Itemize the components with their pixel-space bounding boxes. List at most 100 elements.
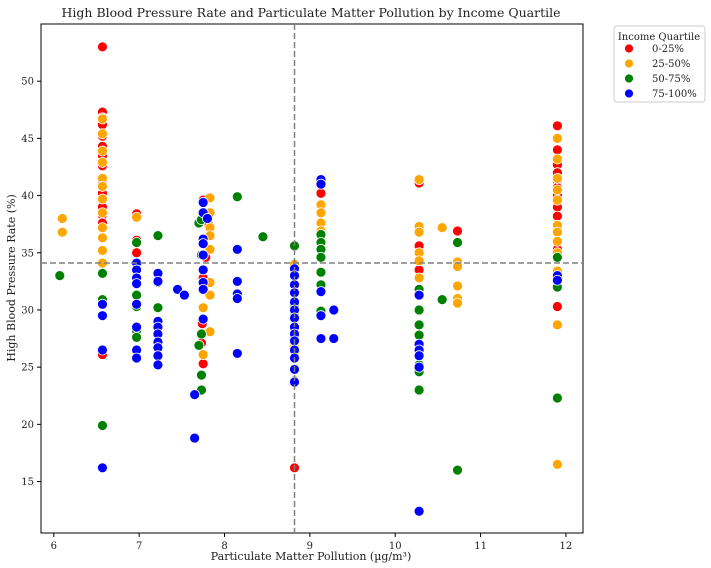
- data-point: [315, 251, 327, 263]
- data-point: [97, 420, 108, 431]
- data-point: [551, 184, 563, 196]
- data-point: [315, 187, 327, 199]
- data-point: [97, 222, 108, 234]
- legend: Income Quartile 0-25% 25-50% 50-75% 75-100%: [613, 25, 706, 103]
- y-tick-label: 35: [21, 248, 34, 259]
- data-point: [152, 230, 164, 242]
- data-point: [551, 153, 563, 165]
- data-point: [231, 191, 243, 203]
- data-point: [452, 280, 463, 292]
- data-point: [231, 275, 243, 287]
- y-tick-label: 50: [21, 77, 34, 88]
- series-0-25%: [97, 41, 563, 474]
- data-point: [551, 235, 563, 247]
- data-point: [551, 194, 563, 206]
- y-tick-label: 20: [21, 420, 34, 431]
- data-point: [231, 348, 243, 359]
- data-point: [551, 173, 563, 184]
- data-point: [257, 231, 269, 243]
- data-point: [97, 193, 108, 205]
- plot-frame: [40, 23, 584, 534]
- data-point: [551, 210, 563, 222]
- data-point: [56, 226, 68, 238]
- data-point: [413, 304, 425, 316]
- legend-marker: [624, 73, 634, 84]
- data-point: [197, 349, 209, 360]
- data-point: [413, 350, 425, 362]
- data-point: [202, 213, 213, 224]
- data-point: [413, 226, 425, 238]
- plot-area: [40, 23, 584, 534]
- data-point: [97, 128, 108, 140]
- data-point: [152, 302, 164, 314]
- y-axis-label: High Blood Pressure Rate (%): [5, 194, 18, 361]
- series-75-100%: [97, 174, 563, 517]
- data-point: [328, 304, 340, 316]
- data-point: [97, 113, 108, 125]
- x-tick-label: 6: [51, 541, 57, 552]
- data-point: [413, 384, 425, 396]
- data-point: [436, 294, 448, 306]
- data-point: [197, 313, 209, 325]
- data-point: [97, 181, 108, 192]
- data-point: [551, 301, 563, 312]
- data-point: [315, 333, 327, 344]
- data-point: [152, 359, 164, 371]
- y-tick-label: 25: [21, 363, 34, 374]
- data-point: [551, 132, 563, 144]
- data-point: [197, 238, 209, 250]
- legend-marker: [624, 43, 634, 54]
- data-point: [197, 283, 209, 295]
- x-tick-label: 12: [560, 541, 573, 552]
- series-50-75%: [54, 191, 563, 476]
- legend-label: 75-100%: [652, 89, 697, 100]
- data-point: [197, 249, 209, 261]
- data-point: [413, 329, 425, 341]
- data-point: [131, 237, 142, 248]
- data-point: [413, 174, 425, 185]
- data-point: [131, 211, 142, 223]
- data-point: [56, 213, 68, 224]
- data-point: [315, 286, 327, 298]
- data-point: [551, 226, 563, 238]
- x-tick-label: 10: [389, 541, 402, 552]
- data-point: [131, 321, 142, 333]
- data-point: [551, 392, 563, 404]
- data-point: [97, 207, 108, 219]
- data-point: [131, 278, 142, 290]
- data-point: [97, 462, 108, 474]
- data-point: [97, 245, 108, 256]
- data-point: [97, 145, 108, 157]
- x-tick-label: 8: [221, 541, 227, 552]
- x-tick-label: 9: [307, 541, 313, 552]
- data-point: [131, 332, 142, 343]
- data-point: [315, 310, 327, 322]
- data-point: [231, 293, 243, 304]
- data-point: [131, 352, 142, 364]
- data-point: [197, 264, 209, 276]
- x-tick-label: 11: [474, 541, 487, 552]
- legend-label: 0-25%: [652, 44, 684, 55]
- data-point: [97, 232, 108, 244]
- data-point: [189, 432, 201, 444]
- data-point: [452, 237, 463, 248]
- data-point: [97, 157, 108, 168]
- x-axis: 6 7 8 9 10 11 12: [51, 533, 573, 552]
- data-point: [315, 266, 327, 278]
- data-point: [551, 274, 563, 286]
- data-point: [551, 319, 563, 331]
- x-axis-label: Particulate Matter Pollution (µg/m³): [211, 550, 412, 563]
- y-axis: 15 20 25 30 35 40 45 50: [21, 77, 41, 488]
- data-point: [551, 251, 563, 263]
- data-point: [54, 270, 66, 282]
- chart-title: High Blood Pressure Rate and Particulate…: [62, 5, 561, 20]
- y-tick-label: 15: [21, 477, 34, 488]
- data-point: [131, 289, 142, 301]
- data-point: [413, 505, 425, 517]
- data-point: [452, 297, 463, 309]
- legend-label: 25-50%: [652, 59, 690, 70]
- legend-marker: [624, 88, 634, 99]
- data-point: [452, 464, 463, 476]
- data-point: [197, 358, 209, 370]
- legend-title: Income Quartile: [618, 32, 700, 43]
